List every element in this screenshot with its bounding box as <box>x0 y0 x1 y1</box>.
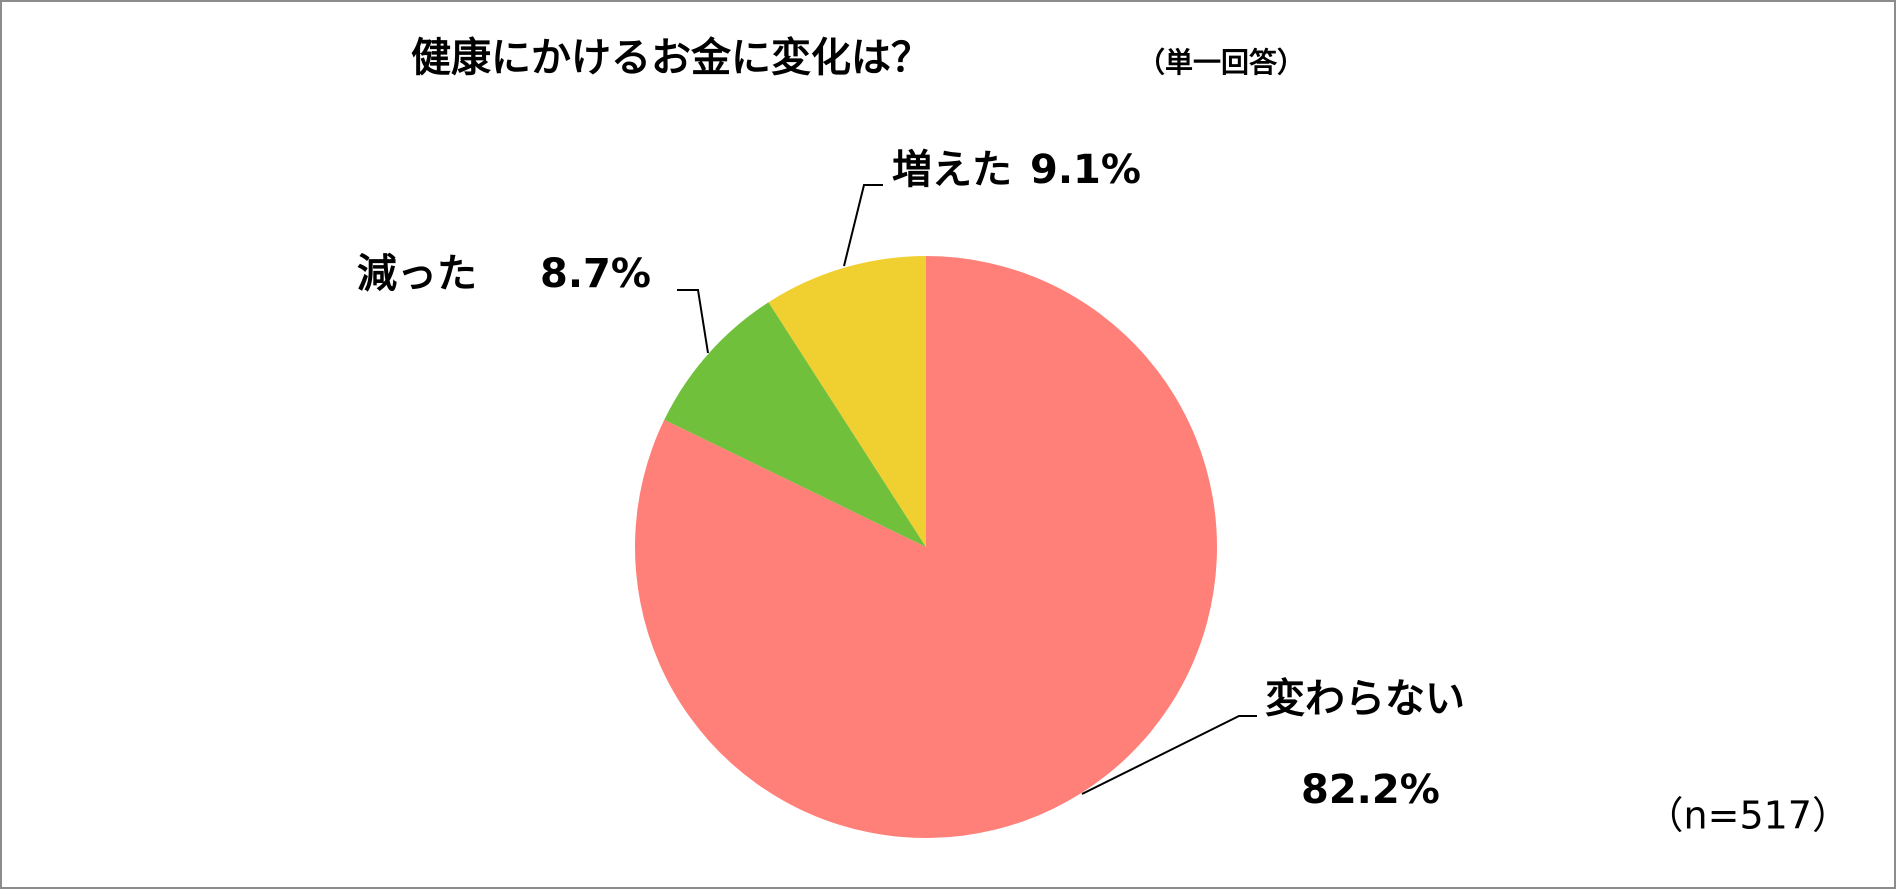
leader-line <box>843 184 883 267</box>
leader-line <box>1081 715 1257 795</box>
category-label: 増えた <box>892 147 1012 193</box>
leader-line <box>677 289 709 354</box>
category-label: 減った <box>357 251 477 297</box>
pie-slice <box>768 256 926 547</box>
value-label: 8.7% <box>540 251 651 297</box>
value-label: 82.2% <box>1301 767 1440 813</box>
chart-title: 健康にかけるお金に変化は？ <box>411 35 931 81</box>
pie-slice <box>664 302 926 547</box>
sample-note: （n=517） <box>1646 794 1850 838</box>
category-label: 変わらない <box>1265 676 1465 722</box>
chart-subtitle: （単一回答） <box>1137 46 1305 79</box>
value-label: 9.1% <box>1030 147 1141 193</box>
